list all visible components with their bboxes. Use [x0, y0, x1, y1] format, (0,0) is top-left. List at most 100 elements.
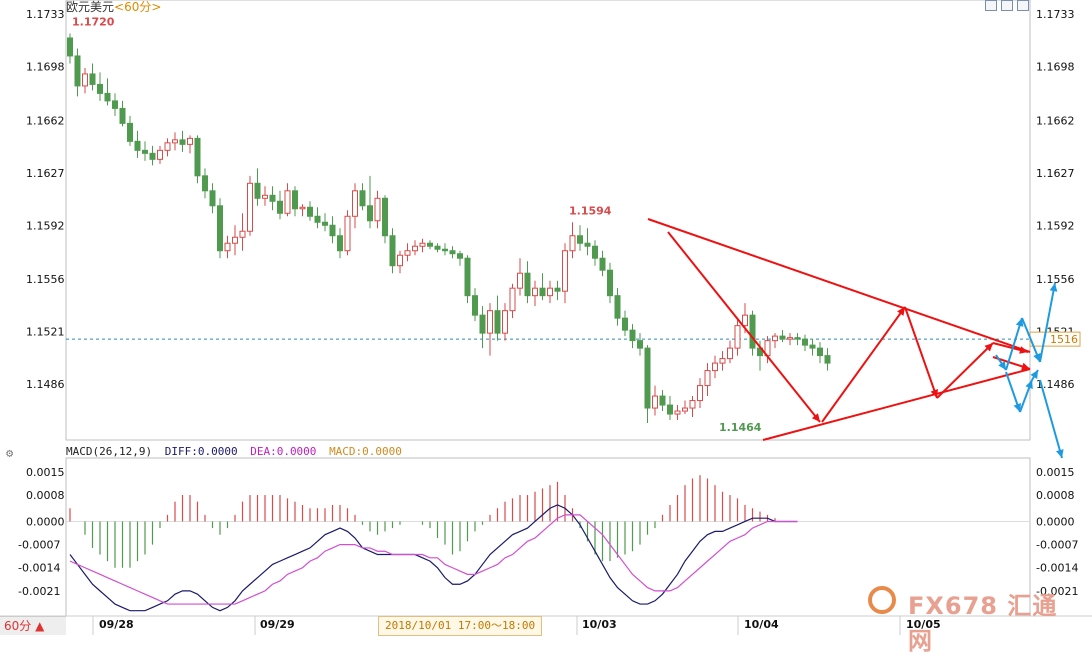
candle-body	[794, 337, 801, 340]
candle-body	[787, 337, 793, 340]
macd-tick-left: 0.0000	[26, 515, 65, 528]
candle-body	[817, 347, 823, 357]
candle-body	[442, 248, 448, 252]
proj-a-head	[998, 361, 1006, 370]
upper-trendline	[647, 218, 1031, 353]
price-annotation: 1.1464	[719, 421, 762, 434]
wave-arrow-right-2-head	[1021, 362, 1030, 371]
instrument-title: 欧元美元<60分>	[66, 0, 161, 15]
candle-body	[382, 197, 388, 237]
candle-body	[299, 206, 306, 210]
price-annotation: 1.1594	[569, 204, 612, 217]
macd-tick-right: -0.0014	[1036, 562, 1078, 575]
proj-f-head	[1025, 380, 1033, 389]
candle-body	[607, 269, 613, 297]
candle-body	[637, 340, 643, 349]
candle-body	[277, 200, 283, 214]
candle-body	[592, 245, 598, 259]
window-list-icon[interactable]	[1017, 0, 1029, 11]
candle-body	[569, 235, 576, 252]
candle-body	[434, 245, 441, 250]
candle-body	[464, 257, 471, 297]
candle-body	[232, 236, 238, 244]
candle-body	[187, 137, 193, 145]
candle-body	[659, 395, 666, 406]
candle-body	[149, 152, 156, 160]
candle-body	[644, 347, 651, 409]
macd-tick-left: -0.0007	[18, 539, 60, 552]
candle-body	[194, 137, 201, 177]
candle-body	[472, 295, 478, 316]
candle-body	[179, 139, 186, 145]
candle-body	[824, 355, 831, 364]
macd-diff-line	[69, 504, 798, 612]
macd-legend: MACD(26,12,9) DIFF:0.0000 DEA:0.0000 MAC…	[66, 445, 408, 458]
fx678-logo: FX678 汇通网	[868, 586, 1078, 655]
candle-body	[584, 242, 591, 247]
proj-g-head	[1030, 370, 1038, 379]
window-restore-icon[interactable]	[985, 0, 997, 11]
macd-tick-left: -0.0014	[18, 562, 60, 575]
date-label: 09/29	[260, 618, 295, 631]
proj-b	[1005, 317, 1023, 371]
price-tick-left: 1.1733	[26, 8, 65, 21]
candle-body	[517, 272, 523, 289]
candle-body	[487, 310, 493, 334]
price-tick-left: 1.1627	[26, 167, 65, 180]
candle-body	[809, 344, 816, 349]
candle-body	[367, 205, 373, 222]
candle-body	[314, 215, 321, 223]
wave-arrow-down-2	[904, 306, 938, 399]
candle-body	[457, 253, 463, 259]
price-tick-left: 1.1662	[26, 114, 65, 127]
macd-legend-dea: DEA:0.0000	[250, 445, 317, 458]
date-label: 10/04	[744, 618, 779, 631]
candle-body	[209, 190, 216, 207]
price-tick-right: 1.1486	[1036, 378, 1075, 391]
candle-body	[217, 205, 223, 252]
candle-body	[284, 190, 291, 214]
period-tag[interactable]: <60分>	[114, 0, 162, 14]
wave-arrow-up-head	[897, 307, 905, 316]
macd-dea-line	[69, 514, 798, 605]
candle-body	[119, 107, 126, 124]
proj-e-head	[1013, 403, 1022, 412]
candle-body	[254, 182, 261, 199]
period-selector-button[interactable]: 60分 ▲	[0, 616, 66, 635]
wave-arrow-up-2	[936, 342, 994, 399]
candle-body	[427, 242, 433, 247]
date-label: 10/05	[906, 618, 941, 631]
candle-body	[239, 230, 246, 238]
candle-body	[292, 190, 298, 210]
candle-body	[742, 314, 748, 327]
candle-body	[509, 287, 516, 312]
candle-body	[352, 190, 358, 217]
proj-b-head	[1015, 318, 1024, 327]
candle-body	[412, 245, 418, 252]
candle-body	[359, 190, 366, 207]
proj-d	[1039, 282, 1056, 363]
settings-gear-icon[interactable]: ⚙	[6, 446, 14, 460]
candle-body	[697, 385, 703, 402]
candle-body	[127, 122, 133, 142]
window-split-icon[interactable]	[1001, 0, 1013, 11]
candle-body	[397, 254, 403, 267]
candle-body	[802, 338, 808, 346]
candle-body	[629, 329, 636, 342]
price-annotation: 1.1720	[72, 15, 115, 28]
logo-ring-icon	[868, 586, 896, 614]
candle-body	[494, 310, 501, 334]
price-tick-left: 1.1486	[26, 378, 65, 391]
cursor-time-range: 2018/10/01 17:00～18:00	[378, 616, 543, 636]
candle-body	[674, 410, 681, 415]
candle-body	[389, 235, 396, 267]
candle-body	[667, 404, 673, 415]
wave-arrow-down-2-head	[930, 389, 939, 398]
macd-tick-left: 0.0015	[26, 466, 65, 479]
price-tick-right: 1.1698	[1036, 60, 1075, 73]
price-tick-left: 1.1556	[26, 273, 65, 286]
candle-body	[112, 100, 118, 109]
candle-body	[734, 325, 741, 349]
wave-arrow-down	[667, 231, 821, 423]
macd-legend-diff: DIFF:0.0000	[164, 445, 238, 458]
